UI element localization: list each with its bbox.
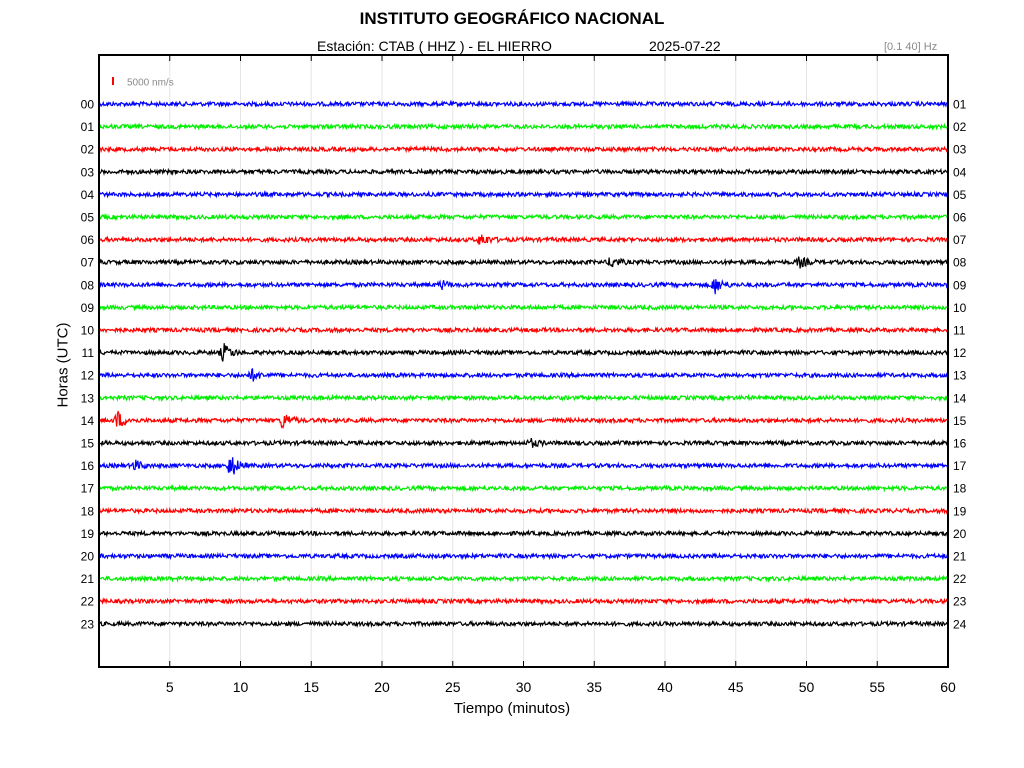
hour-label-left: 16 xyxy=(81,459,95,473)
hour-label-right: 07 xyxy=(953,233,967,247)
hour-label-left: 08 xyxy=(81,278,95,292)
hour-label-left: 12 xyxy=(81,369,95,383)
hour-label-left: 05 xyxy=(81,211,95,225)
hour-label-left: 22 xyxy=(81,595,95,609)
hour-label-left: 07 xyxy=(81,256,95,270)
trace-hour-01 xyxy=(98,122,949,131)
hour-label-right: 11 xyxy=(953,324,966,338)
hour-label-right: 10 xyxy=(953,301,967,315)
trace-hour-12 xyxy=(98,368,949,382)
scale-label: 5000 nm/s xyxy=(127,78,174,89)
hour-label-left: 21 xyxy=(81,572,95,586)
chart-title: INSTITUTO GEOGRÁFICO NACIONAL xyxy=(359,9,665,28)
hour-label-right: 21 xyxy=(953,550,967,564)
hour-label-right: 05 xyxy=(953,188,967,202)
trace-hour-11 xyxy=(98,343,949,362)
hour-label-right: 14 xyxy=(953,391,967,405)
trace-hour-08 xyxy=(98,278,949,295)
hour-label-right: 03 xyxy=(953,143,967,157)
hour-label-left: 03 xyxy=(81,165,95,179)
filter-band-label: [0.1 40] Hz xyxy=(884,41,938,53)
hour-label-right: 18 xyxy=(953,482,967,496)
trace-hour-22 xyxy=(98,596,949,606)
trace-hour-19 xyxy=(98,529,949,538)
hour-label-left: 10 xyxy=(81,324,95,338)
trace-hour-14 xyxy=(98,410,949,430)
x-tick-label: 20 xyxy=(374,679,390,695)
hour-label-left: 19 xyxy=(81,527,95,541)
trace-hour-21 xyxy=(98,574,949,583)
trace-hour-04 xyxy=(98,190,949,199)
date-label: 2025-07-22 xyxy=(649,38,721,54)
hour-label-left: 18 xyxy=(81,504,95,518)
hour-label-right: 04 xyxy=(953,165,967,179)
x-tick-label: 30 xyxy=(516,679,532,695)
hour-label-right: 09 xyxy=(953,278,967,292)
hour-label-left: 17 xyxy=(81,482,95,496)
hour-label-right: 22 xyxy=(953,572,967,586)
hour-label-right: 23 xyxy=(953,595,967,609)
x-tick-label: 50 xyxy=(799,679,815,695)
trace-hour-18 xyxy=(98,506,949,516)
x-tick-label: 55 xyxy=(869,679,885,695)
trace-hour-07 xyxy=(98,256,949,269)
trace-hour-16 xyxy=(98,457,949,475)
hour-label-right: 16 xyxy=(953,437,967,451)
hour-label-left: 01 xyxy=(81,120,95,134)
hour-label-right: 12 xyxy=(953,346,967,360)
hour-label-left: 23 xyxy=(81,617,95,631)
x-tick-label: 35 xyxy=(586,679,602,695)
x-tick-label: 45 xyxy=(728,679,744,695)
hour-label-left: 02 xyxy=(81,143,95,157)
trace-hour-00 xyxy=(98,99,949,109)
trace-hour-05 xyxy=(98,212,949,222)
hour-label-left: 20 xyxy=(81,550,95,564)
hour-label-left: 13 xyxy=(81,391,95,405)
hour-label-right: 24 xyxy=(953,617,967,631)
trace-hour-06 xyxy=(98,234,949,245)
hour-label-right: 20 xyxy=(953,527,967,541)
hour-label-right: 13 xyxy=(953,369,967,383)
trace-hour-10 xyxy=(98,325,949,335)
x-tick-label: 40 xyxy=(657,679,673,695)
hour-label-left: 00 xyxy=(81,98,95,112)
hour-label-left: 04 xyxy=(81,188,95,202)
x-tick-label: 60 xyxy=(940,679,956,695)
hour-label-right: 19 xyxy=(953,504,967,518)
trace-hour-15 xyxy=(98,437,949,448)
hour-label-right: 02 xyxy=(953,120,967,134)
hour-label-right: 17 xyxy=(953,459,967,473)
hour-label-left: 09 xyxy=(81,301,95,315)
x-axis-label: Tiempo (minutos) xyxy=(453,700,571,717)
trace-hour-02 xyxy=(98,144,949,154)
x-tick-label: 5 xyxy=(166,679,174,695)
hour-label-right: 15 xyxy=(953,414,967,428)
trace-hour-17 xyxy=(98,483,949,493)
trace-hour-09 xyxy=(98,303,949,312)
x-tick-label: 10 xyxy=(233,679,249,695)
station-label: Estación: CTAB ( HHZ ) - EL HIERRO xyxy=(317,38,552,54)
trace-hour-23 xyxy=(98,619,949,629)
hour-label-left: 14 xyxy=(81,414,95,428)
hour-label-left: 06 xyxy=(81,233,95,247)
y-axis-label: Horas (UTC) xyxy=(54,322,72,408)
hour-label-left: 11 xyxy=(82,346,95,360)
hour-label-right: 06 xyxy=(953,211,967,225)
trace-hour-20 xyxy=(98,551,949,561)
hour-label-right: 08 xyxy=(953,256,967,270)
trace-hour-03 xyxy=(98,167,949,177)
hour-label-right: 01 xyxy=(953,98,967,112)
hour-label-left: 15 xyxy=(81,437,95,451)
x-tick-label: 15 xyxy=(303,679,319,695)
x-tick-label: 25 xyxy=(445,679,461,695)
trace-hour-13 xyxy=(98,393,949,403)
